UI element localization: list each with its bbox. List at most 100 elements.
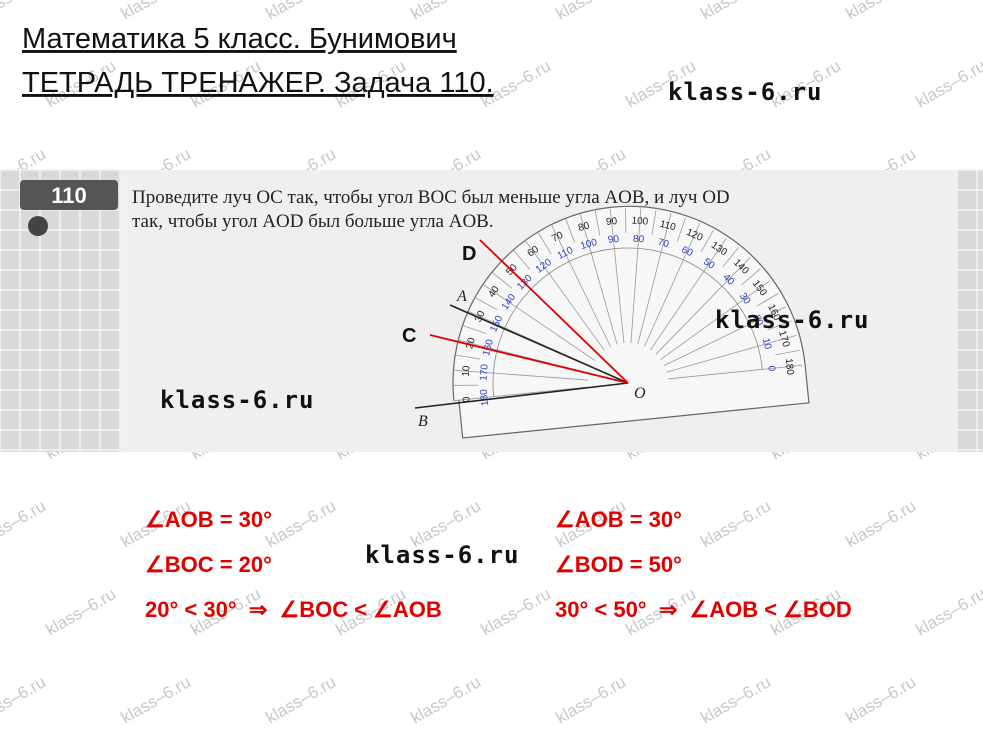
protractor-ray	[663, 306, 786, 366]
protractor-ray	[453, 384, 479, 386]
protractor-ray	[594, 211, 601, 236]
ray-od	[479, 239, 629, 384]
watermark-faint: klass–6.ru	[913, 584, 983, 639]
protractor-ray	[775, 349, 800, 356]
protractor-ray	[768, 320, 792, 331]
watermark: klass-6.ru	[160, 386, 315, 414]
outer-scale-label: 70	[550, 230, 565, 245]
ray-label: B	[418, 413, 428, 430]
protractor-ray	[453, 386, 589, 402]
inner-scale-label: 60	[680, 244, 695, 259]
protractor-ray	[455, 354, 480, 360]
watermark-faint: klass–6.ru	[118, 0, 195, 23]
protractor-ray	[579, 214, 618, 345]
protractor-ray	[525, 240, 605, 351]
watermark-faint: klass–6.ru	[843, 672, 920, 727]
answer-line: ∠BOC = 20°	[145, 552, 272, 577]
protractor-ray	[475, 297, 498, 311]
protractor-ray	[676, 217, 686, 242]
number-box	[20, 180, 118, 210]
outer-scale-label: 80	[577, 220, 591, 234]
watermark-faint: klass–6.ru	[698, 0, 775, 23]
watermark: klass-6.ru	[668, 78, 823, 106]
protractor-ray	[483, 284, 596, 361]
watermark: klass-6.ru	[365, 541, 520, 569]
watermark-faint: klass–6.ru	[698, 672, 775, 727]
outer-scale-label: 0	[461, 396, 473, 403]
protractor-ray	[756, 293, 779, 307]
inner-scale-label: 160	[481, 338, 496, 357]
ray-oa	[449, 304, 629, 384]
answer-line: ∠AOB = 30°	[145, 507, 272, 532]
protractor-ray	[492, 272, 513, 289]
watermark-faint: klass–6.ru	[263, 496, 340, 551]
outer-scale-label: 180	[783, 358, 796, 376]
ray-label: A	[456, 288, 467, 305]
protractor-ray	[651, 210, 657, 235]
ray-oc	[429, 334, 629, 384]
protractor-ray	[551, 225, 611, 348]
inner-scale-label: 100	[579, 237, 598, 252]
protractor-ray	[538, 232, 552, 255]
protractor-ray	[453, 369, 589, 381]
outer-scale-label: 170	[776, 329, 791, 348]
protractor-ray	[462, 325, 487, 335]
watermark-faint: klass–6.ru	[118, 672, 195, 727]
ray-label: D	[462, 243, 476, 265]
watermark-faint: klass–6.ru	[263, 0, 340, 23]
watermark-faint: klass–6.ru	[913, 56, 983, 111]
watermark-faint: klass–6.ru	[0, 496, 49, 551]
problem-text: Проведите луч OC так, чтобы угол BOC был…	[132, 187, 730, 208]
header-line: ТЕТРАДЬ ТРЕНАЖЕР. Задача 110.	[22, 67, 494, 99]
protractor: 0102030405060708090100110120130140150160…	[452, 205, 810, 439]
answer-line: ∠AOB = 30°	[555, 507, 682, 532]
protractor-ray	[667, 364, 803, 380]
inner-scale-label: 180	[479, 388, 492, 406]
protractor-ray	[625, 208, 627, 234]
answer-line: ∠BOD = 50°	[555, 552, 682, 577]
protractor-ray	[660, 280, 771, 360]
inner-scale-label: 0	[765, 365, 777, 372]
inner-scale-label: 90	[607, 234, 620, 246]
ray-ob	[414, 382, 629, 409]
header-line: Математика 5 класс. Бунимович	[22, 23, 457, 55]
protractor-arc	[492, 247, 763, 397]
protractor-ray	[630, 208, 642, 344]
watermark-faint: klass–6.ru	[43, 584, 120, 639]
protractor-ray	[741, 268, 761, 286]
problem-number: 110	[51, 183, 87, 208]
outer-scale-label: 90	[606, 216, 619, 228]
protractor-ray	[655, 257, 751, 355]
problem-text: так, чтобы угол AOD был больше угла AOB.	[132, 211, 494, 232]
watermark-faint: klass–6.ru	[553, 0, 630, 23]
protractor-ray	[666, 334, 797, 373]
outer-scale-label: 10	[461, 365, 473, 377]
ray-label: C	[402, 325, 416, 347]
protractor-ray	[513, 250, 531, 270]
watermark: klass-6.ru	[715, 306, 870, 334]
grid-panel	[957, 170, 983, 452]
watermark-faint: klass–6.ru	[843, 0, 920, 23]
protractor-ray	[637, 213, 672, 345]
inner-scale-label: 170	[478, 363, 490, 381]
protractor-ray	[722, 247, 739, 268]
ray-label: O	[634, 385, 646, 402]
watermark-faint: klass–6.ru	[408, 672, 485, 727]
answer-line: 30° < 50° ⇒ ∠AOB < ∠BOD	[555, 597, 852, 622]
watermark-faint: klass–6.ru	[698, 496, 775, 551]
watermark-faint: klass–6.ru	[0, 672, 49, 727]
inner-scale-label: 80	[633, 234, 645, 246]
protractor-ray	[644, 223, 701, 347]
bullet	[28, 216, 48, 236]
watermark-faint: klass–6.ru	[263, 672, 340, 727]
protractor-ray	[609, 208, 625, 344]
answer-line: 20° < 30° ⇒ ∠BOC < ∠AOB	[145, 597, 442, 622]
watermark-faint: klass–6.ru	[553, 672, 630, 727]
inner-scale-label: 70	[657, 237, 671, 251]
watermark-faint: klass–6.ru	[478, 584, 555, 639]
inner-scale-label: 10	[760, 337, 774, 351]
protractor-ray	[700, 230, 714, 253]
watermark-faint: klass–6.ru	[843, 496, 920, 551]
watermark-faint: klass–6.ru	[0, 0, 49, 23]
